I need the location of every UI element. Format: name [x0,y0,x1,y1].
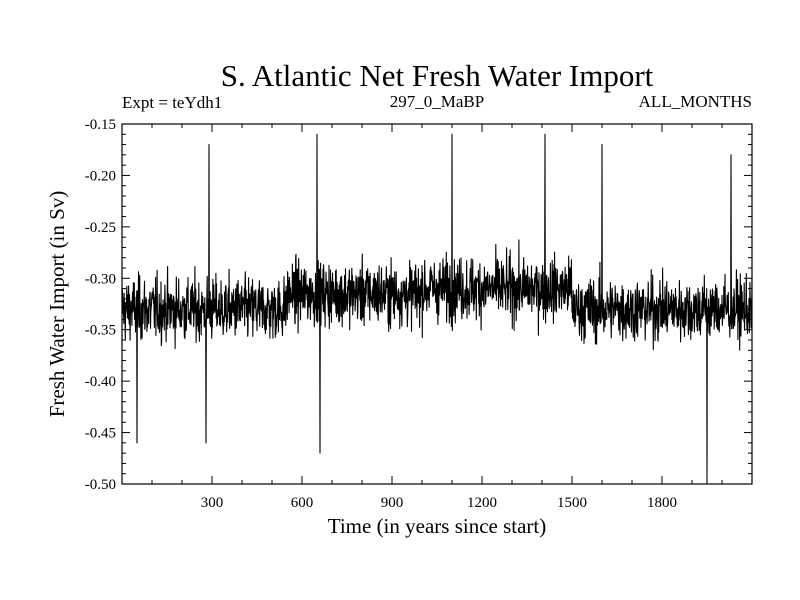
x-tick-label: 1800 [647,495,677,511]
y-tick-label: -0.25 [85,220,116,236]
series-line [121,133,753,485]
tick-layer: 300 600 900 1200 1500 1800 -0.15 -0.20 -0.25 -0.3… [85,117,752,511]
plot-frame [121,123,753,485]
y-tick-label: -0.45 [85,426,116,442]
y-axis-label: Fresh Water Import (in Sv) [45,191,69,418]
y-tick-label: -0.35 [85,323,116,339]
x-tick-label: 900 [381,495,404,511]
y-tick-label: -0.40 [85,374,116,390]
x-axis-label: Time (in years since start) [328,514,547,538]
subtitle-center: 297_0_MaBP [390,92,484,111]
x-tick-label: 600 [291,495,314,511]
y-tick-label: -0.50 [85,477,116,493]
y-tick-label: -0.20 [85,168,116,184]
data-layer [121,133,753,485]
x-tick-label: 1500 [557,495,587,511]
x-tick-label: 300 [201,495,224,511]
subtitle-left: Expt = teYdh1 [122,93,222,112]
subtitle-right: ALL_MONTHS [639,92,752,111]
y-tick-label: -0.30 [85,271,116,287]
chart-title: S. Atlantic Net Fresh Water Import [221,58,654,93]
x-tick-label: 1200 [467,495,497,511]
y-tick-label: -0.15 [85,117,116,133]
